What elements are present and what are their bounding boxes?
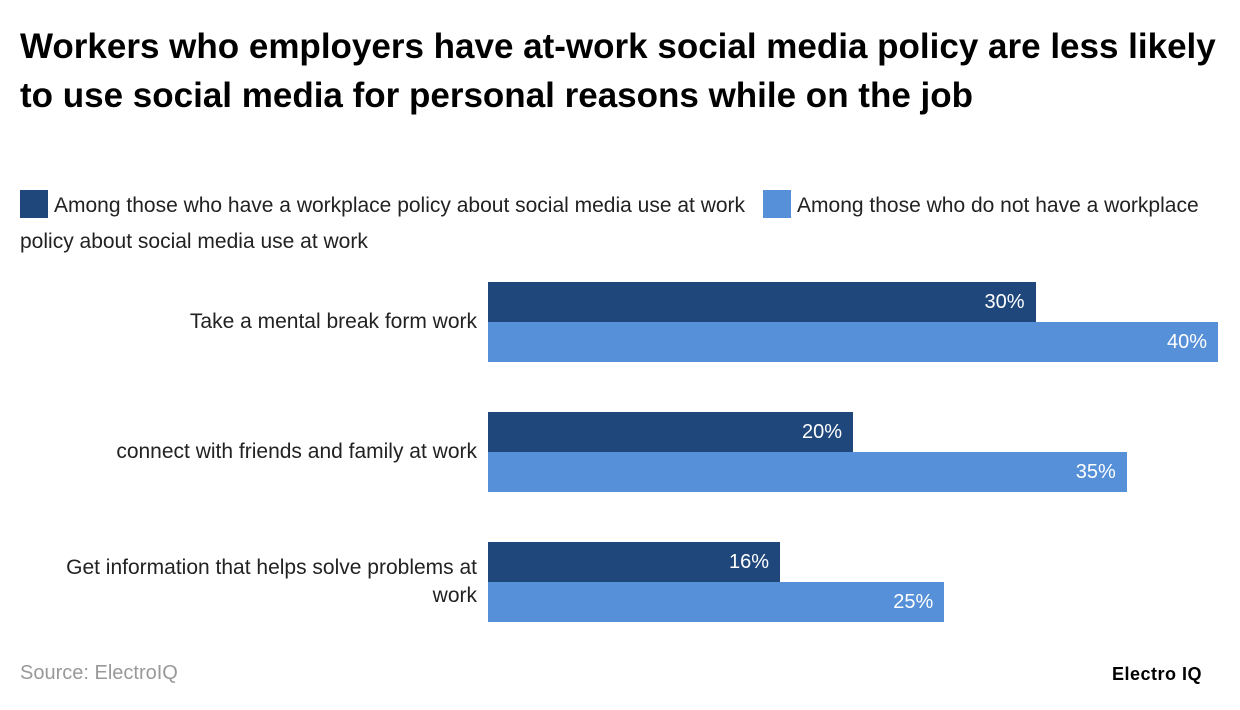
legend-label: Among those who do not have a workplace … xyxy=(20,194,1199,253)
bar xyxy=(488,452,1127,492)
legend: Among those who have a workplace policy … xyxy=(20,188,1220,260)
legend-swatch xyxy=(20,190,48,218)
category-label: Get information that helps solve problem… xyxy=(66,556,477,607)
bar xyxy=(488,542,780,582)
bar xyxy=(488,322,1218,362)
data-label: 20% xyxy=(801,421,842,443)
data-label: 35% xyxy=(1075,461,1116,483)
chart-title: Workers who employers have at-work socia… xyxy=(20,27,1216,115)
bar xyxy=(488,282,1036,322)
category-label: connect with friends and family at work xyxy=(116,440,477,463)
legend-swatch xyxy=(763,190,792,218)
data-label: 25% xyxy=(893,591,934,613)
legend-item: Among those who do not have a workplace … xyxy=(20,190,1199,253)
data-label: 16% xyxy=(728,551,769,573)
category-label: Take a mental break form work xyxy=(189,310,477,333)
bar xyxy=(488,582,945,622)
legend-item: Among those who have a workplace policy … xyxy=(20,190,746,218)
data-label: 40% xyxy=(1166,331,1207,353)
data-label: 30% xyxy=(984,291,1025,313)
legend-label: Among those who have a workplace policy … xyxy=(54,194,746,217)
bar xyxy=(488,412,853,452)
logo: Electro IQ xyxy=(1111,664,1202,684)
source: Source: ElectroIQ xyxy=(20,662,178,684)
